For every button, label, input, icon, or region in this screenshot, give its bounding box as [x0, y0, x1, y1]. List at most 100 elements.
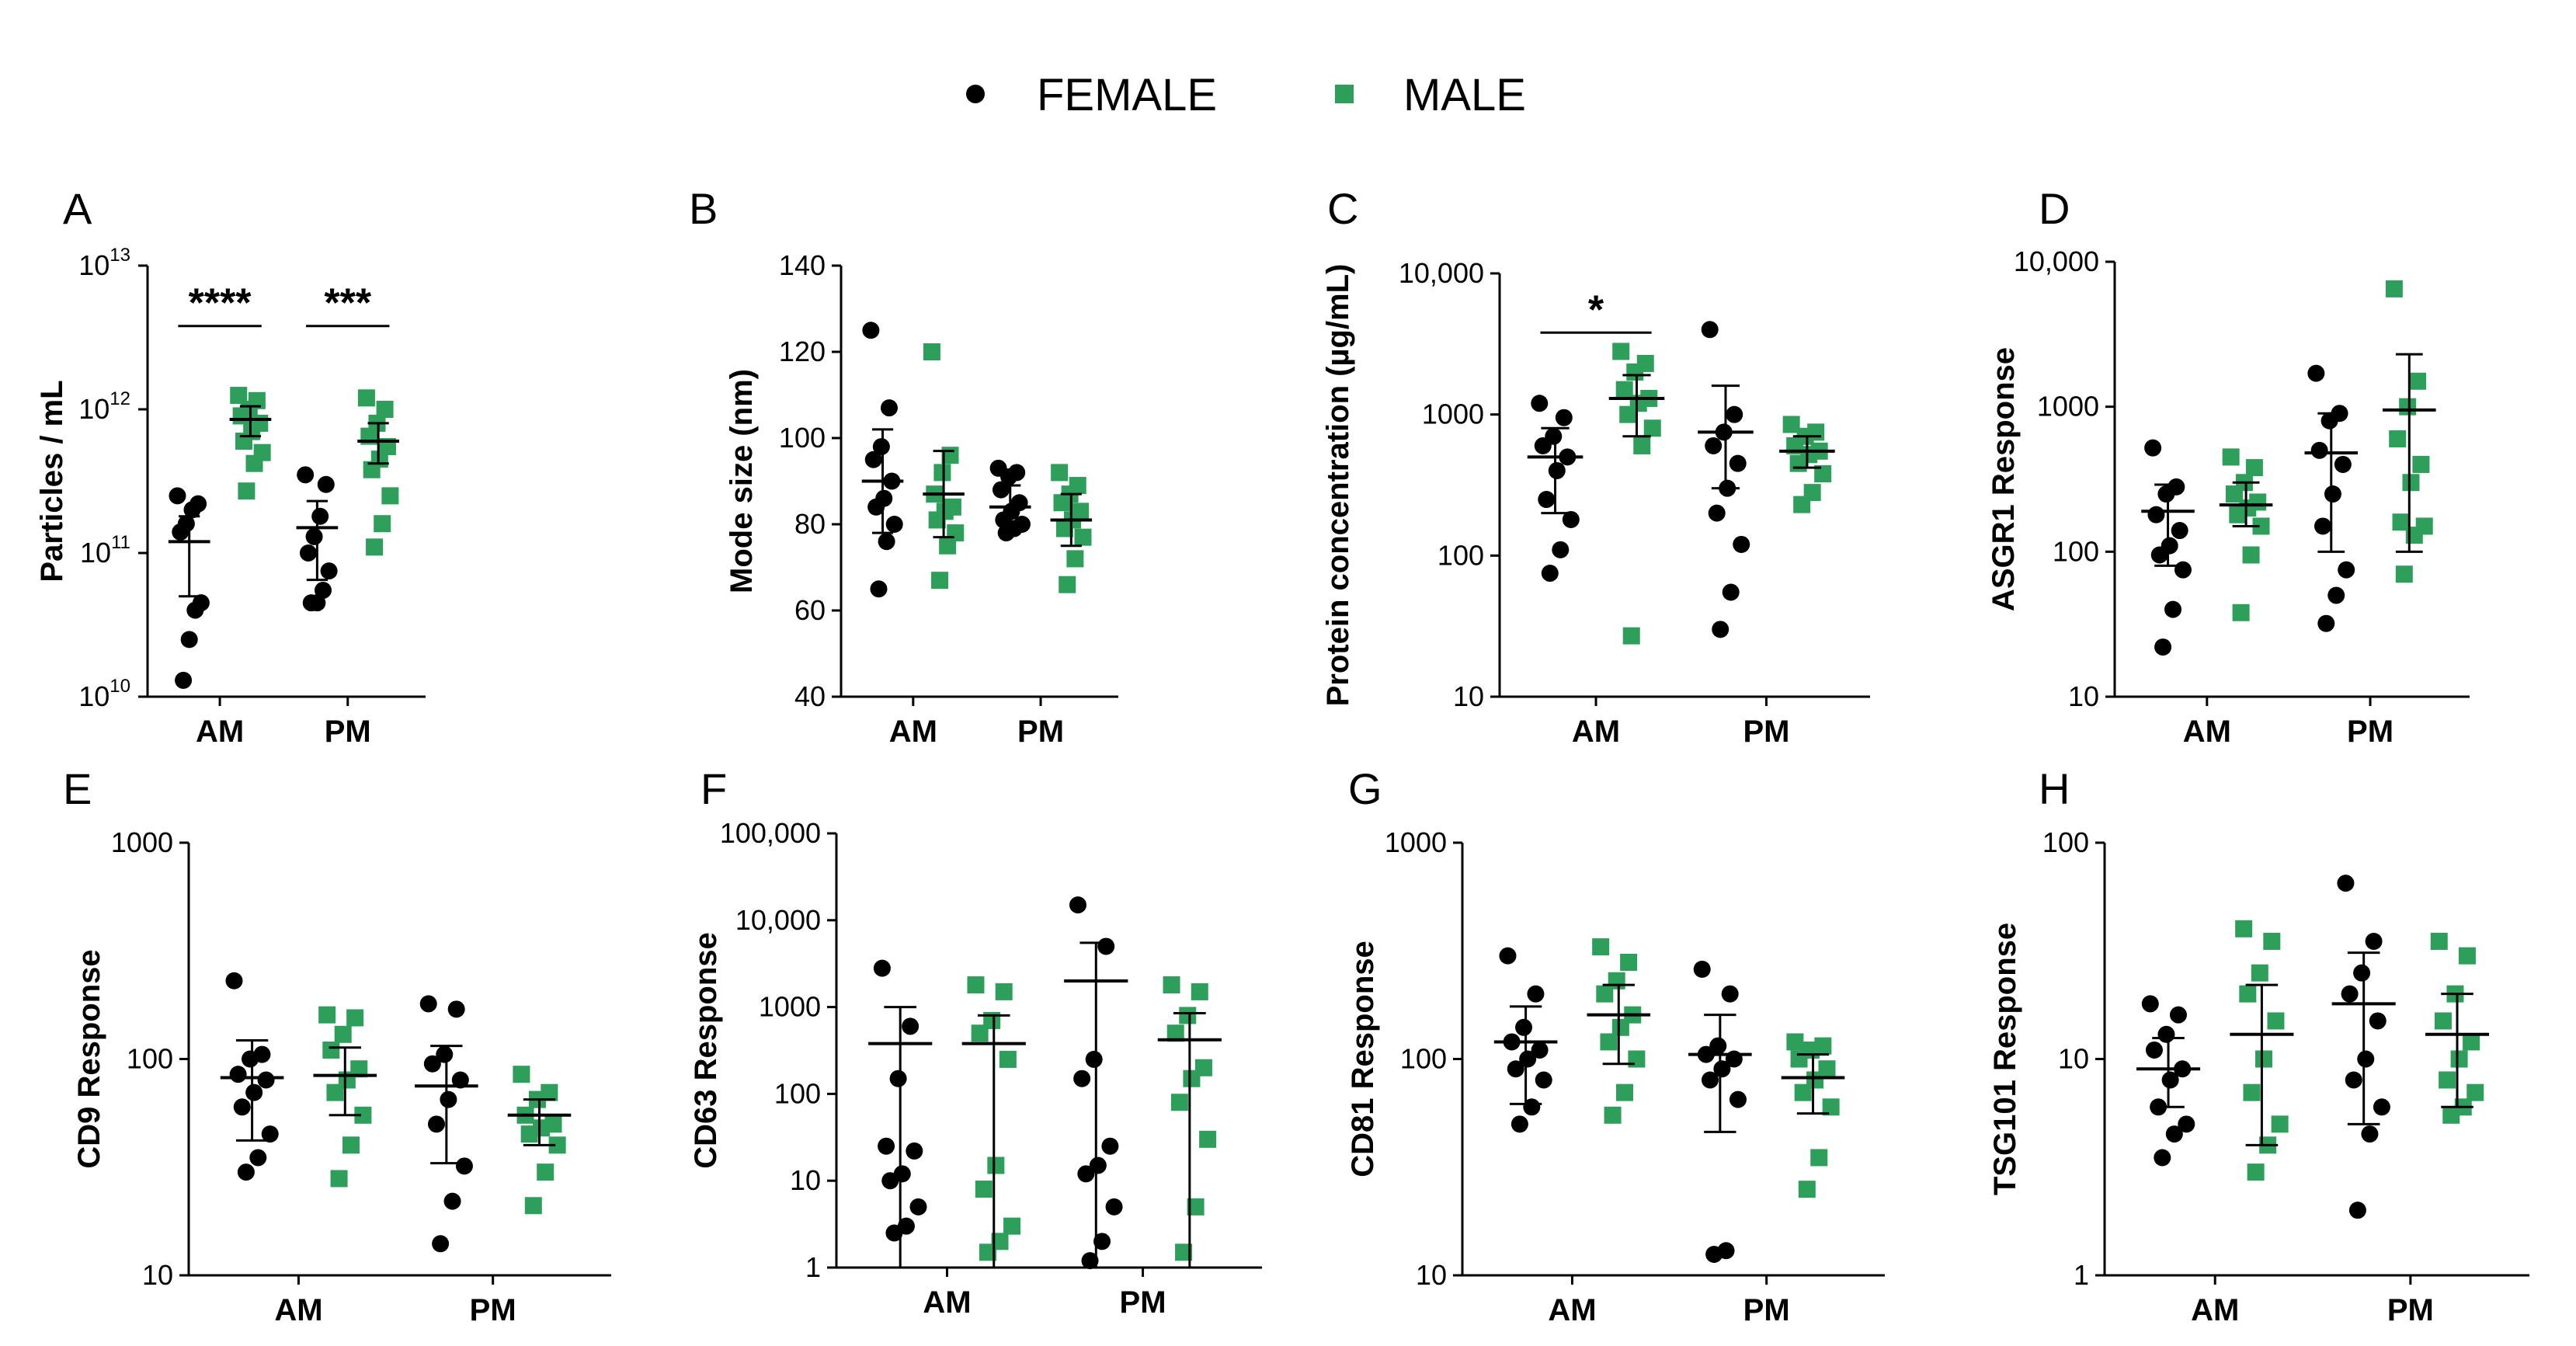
panel-a-significance-label: **** — [189, 281, 252, 326]
panel-g-female-point — [1705, 1246, 1723, 1264]
panel-b-ytick-label: 40 — [794, 680, 826, 712]
panel-h-female-point — [2369, 1012, 2387, 1030]
panel-f-male-point — [1187, 1198, 1205, 1216]
panel-e-male-point — [524, 1197, 542, 1215]
panel-f-female-point — [906, 1142, 923, 1160]
panel-c-male-point — [1612, 343, 1630, 360]
panel-g-male-point — [1620, 953, 1638, 971]
panel-h-female-point — [2348, 1202, 2366, 1219]
panel-d-male-point — [2245, 459, 2263, 477]
panel-f-female-point — [1105, 1198, 1123, 1216]
panel-d-ytick-label: 100 — [2053, 535, 2099, 567]
panel-e: E 10 100 1000 AM PM CD9 Response — [63, 764, 611, 1327]
panel-b-category-pm: PM — [1017, 715, 1064, 749]
panel-a-ytick-base: 10 — [80, 537, 111, 569]
panel-f-male-point — [1183, 1069, 1201, 1087]
panel-f-male-point — [967, 976, 985, 994]
panel-d-female-point — [2144, 439, 2162, 457]
panel-d-ytick-label: 1000 — [2037, 391, 2099, 423]
panel-f-male-point — [1179, 1007, 1197, 1024]
panel-d-male-point — [2392, 513, 2410, 531]
panel-f-male-point — [979, 1243, 996, 1261]
panel-a-male-point — [363, 461, 381, 478]
panel-f-y-label: CD63 Response — [689, 932, 723, 1169]
panel-d: D 10 100 1000 10,000 AM PM ASGR1 Response — [1987, 184, 2470, 749]
panel-f-female-point — [1081, 1252, 1099, 1270]
panel-g: G 10 100 1000 AM PM CD81 Response — [1346, 764, 1885, 1327]
panel-f-category-am: AM — [923, 1285, 971, 1320]
panel-g-ytick-label: 1000 — [1385, 826, 1447, 858]
panel-h-category-am: AM — [2191, 1293, 2239, 1327]
panel-b-male-point — [1053, 494, 1071, 512]
panel-b-female-point — [885, 516, 903, 533]
panel-g-male-point — [1810, 1149, 1828, 1167]
panel-h-male-point — [2263, 932, 2281, 950]
panel-a-female-point — [183, 501, 201, 519]
panel-b-category-am: AM — [889, 715, 937, 749]
panel-h-female-point — [2165, 1125, 2183, 1143]
panel-f-male-point — [1003, 1217, 1021, 1235]
panel-e-female-point — [419, 995, 437, 1013]
panel-h-female-point — [2141, 995, 2159, 1013]
panel-f-male-point — [1199, 1130, 1217, 1148]
panel-g-category-am: AM — [1548, 1293, 1596, 1327]
panel-a-female-point — [299, 544, 317, 562]
panel-g-female-point — [1721, 985, 1739, 1003]
panel-f-female-point — [1073, 1069, 1091, 1087]
panel-a-ytick-label: 1010 — [78, 676, 130, 712]
panel-e-female-point — [257, 1071, 275, 1089]
panel-e-male-point — [326, 1083, 344, 1101]
panel-f-female-point — [1069, 896, 1086, 914]
panel-g-female-point — [1510, 1115, 1528, 1133]
panel-d-male-point — [2399, 398, 2417, 416]
panel-a-letter: A — [63, 184, 92, 233]
panel-b-y-label: Mode size (nm) — [725, 369, 759, 593]
panel-c-male-point — [1782, 416, 1800, 433]
panel-e-y-label: CD9 Response — [72, 949, 106, 1168]
panel-e-female-point — [245, 1083, 263, 1101]
panel-a-male-point — [376, 401, 394, 418]
panel-h-ytick-label: 1 — [2074, 1259, 2089, 1291]
panel-e-female-point — [423, 1055, 441, 1073]
panel-f-letter: F — [700, 764, 727, 813]
panel-f-ytick-label: 100,000 — [720, 817, 821, 849]
panel-g-male-point — [1798, 1181, 1816, 1198]
panel-e-male-point — [513, 1066, 530, 1083]
panel-e-female-point — [261, 1125, 279, 1143]
panel-f-male-point — [1163, 976, 1180, 994]
panel-c-male-point — [1643, 419, 1661, 437]
legend-female-label: FEMALE — [1037, 70, 1217, 120]
panel-g-female-point — [1709, 1037, 1727, 1055]
panel-d-female-point — [2334, 455, 2352, 473]
panel-d-female-point — [2147, 506, 2165, 523]
panel-f-male-point — [1166, 1024, 1184, 1042]
panel-f-category-pm: PM — [1120, 1285, 1166, 1320]
panel-b-ytick-label: 100 — [779, 422, 826, 454]
panel-e-female-point — [237, 1163, 255, 1181]
panel-h-male-point — [2247, 1163, 2265, 1181]
panel-b-ytick-label: 120 — [779, 336, 826, 367]
panel-a-female-point — [311, 507, 329, 525]
panel-c-male-point — [1793, 496, 1811, 513]
panel-c-female-point — [1733, 535, 1750, 553]
panel-c-male-point — [1619, 405, 1637, 423]
panel-d-male-point — [2242, 546, 2260, 564]
panel-b-female-point — [1000, 468, 1018, 485]
panel-a-ytick-exp: 11 — [111, 532, 130, 553]
panel-f-female-point — [1077, 1165, 1095, 1183]
panel-b-male-point — [939, 537, 957, 555]
panel-g-male-point — [1790, 1050, 1808, 1068]
panel-h-male-point — [2463, 1033, 2480, 1051]
panel-b-ytick-label: 140 — [779, 249, 826, 281]
panel-h-male-point — [2271, 1115, 2289, 1133]
panel-h-ytick-label: 10 — [2058, 1043, 2089, 1075]
panel-e-category-am: AM — [274, 1293, 322, 1327]
panel-a-significance-label: *** — [324, 281, 371, 326]
panel-e-male-point — [537, 1163, 554, 1181]
panel-b-female-point — [992, 481, 1010, 499]
panel-f-male-point — [975, 1181, 993, 1198]
panel-g-letter: G — [1348, 764, 1382, 813]
panel-e-male-point — [548, 1136, 566, 1154]
